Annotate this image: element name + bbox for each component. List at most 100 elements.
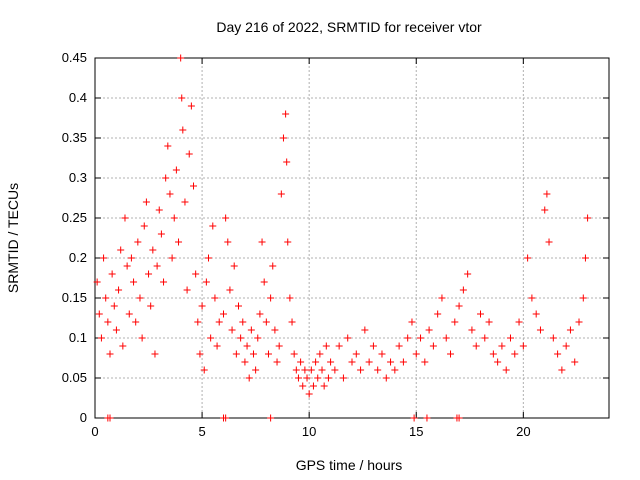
data-point — [166, 190, 174, 198]
data-point — [226, 286, 234, 294]
y-tick-label: 0.15 — [62, 290, 87, 305]
y-tick-label: 0 — [80, 410, 87, 425]
data-point — [121, 214, 129, 222]
data-point — [252, 366, 260, 374]
x-axis-title: GPS time / hours — [296, 457, 403, 473]
data-point — [228, 326, 236, 334]
y-tick-label: 0.3 — [69, 170, 87, 185]
data-point — [434, 310, 442, 318]
data-point — [241, 358, 249, 366]
data-point — [140, 222, 148, 230]
data-point — [528, 294, 536, 302]
data-point — [157, 230, 165, 238]
data-point — [93, 278, 101, 286]
data-point — [134, 238, 142, 246]
data-point — [506, 334, 514, 342]
data-point — [541, 206, 549, 214]
data-point — [162, 174, 170, 182]
data-point — [442, 334, 450, 342]
data-point — [477, 310, 484, 318]
data-point — [164, 142, 172, 150]
data-point — [382, 374, 390, 382]
data-point — [421, 358, 429, 366]
data-point — [273, 358, 281, 366]
data-point — [213, 342, 221, 350]
data-point — [324, 374, 332, 382]
data-point — [269, 262, 277, 270]
data-point — [172, 166, 180, 174]
data-point — [438, 294, 446, 302]
data-point — [279, 134, 287, 142]
data-point — [339, 374, 347, 382]
data-point — [584, 214, 592, 222]
data-point — [378, 350, 386, 358]
data-point — [320, 382, 328, 390]
data-point — [130, 278, 138, 286]
data-point — [115, 286, 123, 294]
data-point — [168, 254, 176, 262]
data-point — [147, 302, 155, 310]
data-point — [247, 326, 255, 334]
data-point — [314, 374, 322, 382]
data-point — [459, 286, 467, 294]
data-point — [205, 254, 213, 262]
data-point — [468, 326, 476, 334]
data-point — [200, 366, 208, 374]
chart-title: Day 216 of 2022, SRMTID for receiver vto… — [216, 19, 482, 35]
data-point — [554, 350, 562, 358]
data-point — [549, 334, 557, 342]
data-point — [284, 238, 292, 246]
data-point — [485, 318, 493, 326]
data-point — [262, 318, 270, 326]
data-point — [579, 294, 587, 302]
data-point — [581, 254, 589, 262]
data-point — [178, 94, 186, 102]
data-point — [361, 326, 369, 334]
y-tick-label: 0.4 — [69, 90, 87, 105]
data-point — [374, 366, 382, 374]
data-point — [288, 318, 296, 326]
data-point — [322, 342, 330, 350]
data-point — [249, 350, 257, 358]
data-point — [185, 150, 193, 158]
data-point — [117, 246, 125, 254]
data-point — [175, 238, 183, 246]
data-point — [119, 342, 127, 350]
zero-value-point — [106, 414, 114, 422]
data-point — [177, 54, 185, 62]
data-point — [127, 254, 135, 262]
data-point — [425, 326, 433, 334]
data-point — [202, 278, 210, 286]
data-point — [348, 358, 356, 366]
data-point — [179, 126, 187, 134]
y-tick-label: 0.2 — [69, 250, 87, 265]
data-point — [494, 358, 502, 366]
data-point — [239, 318, 247, 326]
data-point — [524, 254, 532, 262]
data-point — [198, 302, 206, 310]
data-point — [543, 190, 551, 198]
data-point — [181, 198, 189, 206]
data-point — [125, 310, 133, 318]
data-point — [335, 342, 343, 350]
data-point — [481, 334, 489, 342]
data-point — [365, 358, 373, 366]
data-point — [194, 318, 202, 326]
data-point — [545, 238, 553, 246]
data-point — [292, 366, 300, 374]
data-point — [192, 270, 200, 278]
data-point — [464, 270, 472, 278]
y-tick-label: 0.05 — [62, 370, 87, 385]
data-point — [277, 190, 285, 198]
data-point — [352, 350, 360, 358]
data-point — [312, 358, 320, 366]
data-point — [451, 318, 459, 326]
data-point — [357, 366, 365, 374]
data-point — [562, 342, 570, 350]
data-point — [412, 350, 420, 358]
data-point — [110, 302, 118, 310]
zero-value-point — [410, 414, 418, 422]
data-point — [283, 158, 291, 166]
data-point — [170, 214, 178, 222]
